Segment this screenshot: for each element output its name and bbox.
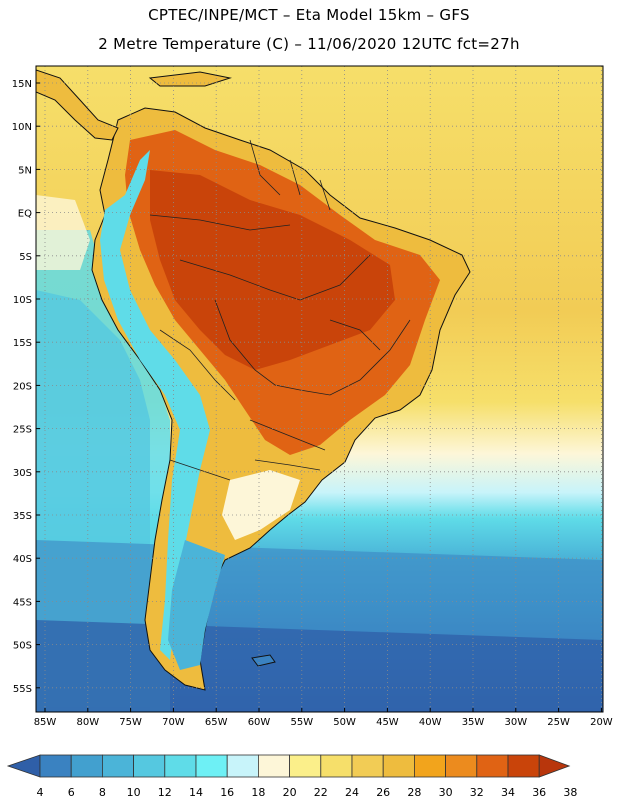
colorbar-label: 32 <box>470 786 484 799</box>
lat-label: 30S <box>13 468 32 479</box>
lon-label: 20W <box>590 717 613 728</box>
colorbar-swatch <box>164 754 197 778</box>
longitude-labels: 85W 80W 75W 70W 65W 60W 55W 50W 45W 40W 35W 30W 25W 2… <box>34 708 613 728</box>
colorbar-swatch <box>133 754 166 778</box>
lat-label: 10N <box>12 122 32 133</box>
central-america-landmass <box>36 69 119 141</box>
colorbar-swatch <box>476 754 509 778</box>
andes-cool-strip <box>100 150 210 660</box>
colorbar-label: 34 <box>501 786 515 799</box>
colorbar-label: 24 <box>345 786 359 799</box>
lon-label: 40W <box>419 717 442 728</box>
colorbar-swatch <box>320 754 353 778</box>
colorbar-label: 22 <box>314 786 328 799</box>
latitude-labels: 15N 10N 5N EQ 5S 10S 15S 20S 25S 30S 35S 40S 45S 50S 5… <box>12 79 40 695</box>
colorbar-label: 12 <box>158 786 172 799</box>
colorbar-swatch <box>39 754 72 778</box>
lat-label: 10S <box>13 295 32 306</box>
colorbar-label: 38 <box>563 786 577 799</box>
caribbean-islands <box>148 71 232 87</box>
colorbar-swatch <box>226 754 259 778</box>
lat-label: 15S <box>13 338 32 349</box>
lon-label: 65W <box>205 717 228 728</box>
country-borders <box>149 139 411 481</box>
lat-label: 20S <box>13 381 32 392</box>
colorbar-high-arrow <box>538 754 571 778</box>
colorbar-label: 4 <box>37 786 44 799</box>
colorbar-swatch <box>382 754 415 778</box>
map-frame <box>35 65 604 713</box>
colorbar-swatch <box>445 754 478 778</box>
colorbar: 4 6 8 10 12 14 16 18 20 22 24 26 28 30 32 34 36 38 <box>6 754 577 799</box>
colorbar-label: 8 <box>99 786 106 799</box>
lat-label: 50S <box>13 641 32 652</box>
lon-label: 30W <box>504 717 527 728</box>
lon-label: 50W <box>333 717 356 728</box>
lon-label: 55W <box>290 717 313 728</box>
map-field <box>36 66 603 712</box>
lat-label: 45S <box>13 597 32 608</box>
colorbar-label: 26 <box>376 786 390 799</box>
lon-label: 25W <box>547 717 570 728</box>
map-title-line1: CPTEC/INPE/MCT – Eta Model 15km – GFS <box>148 6 470 24</box>
colorbar-label: 18 <box>251 786 265 799</box>
lon-label: 85W <box>34 717 57 728</box>
colorbar-label: 16 <box>220 786 234 799</box>
colorbar-label: 6 <box>68 786 75 799</box>
colorbar-label: 28 <box>407 786 421 799</box>
lat-label: 5N <box>18 165 32 176</box>
colorbar-label: 30 <box>439 786 453 799</box>
lon-label: 45W <box>376 717 399 728</box>
lat-label: 40S <box>13 554 32 565</box>
lon-label: 80W <box>76 717 99 728</box>
colorbar-label: 36 <box>532 786 546 799</box>
colorbar-swatch <box>257 754 290 778</box>
colorbar-swatch <box>70 754 103 778</box>
lon-label: 75W <box>119 717 142 728</box>
colorbar-swatch <box>413 754 446 778</box>
lat-label: 55S <box>13 684 32 695</box>
lat-label: 35S <box>13 511 32 522</box>
colorbar-swatch <box>289 754 322 778</box>
lat-label: 5S <box>19 252 32 263</box>
lat-label: EQ <box>18 209 32 220</box>
lon-label: 60W <box>248 717 271 728</box>
amazon-core-region <box>150 170 395 370</box>
colorbar-swatch <box>351 754 384 778</box>
colorbar-swatch <box>102 754 135 778</box>
lat-label: 25S <box>13 425 32 436</box>
southern-cone-mild-region <box>222 470 300 540</box>
pacific-warm-patch <box>36 195 90 270</box>
patagonia-cool-region <box>168 540 225 670</box>
colorbar-low-arrow <box>6 754 41 778</box>
graticule <box>36 66 603 712</box>
colorbar-label: 14 <box>189 786 203 799</box>
map-title-line2: 2 Metre Temperature (C) – 11/06/2020 12U… <box>98 35 520 53</box>
colorbar-label: 10 <box>127 786 141 799</box>
colorbar-label: 20 <box>283 786 297 799</box>
falkland-islands <box>251 654 276 667</box>
lat-label: 15N <box>12 79 32 90</box>
lon-label: 70W <box>162 717 185 728</box>
lon-label: 35W <box>462 717 485 728</box>
colorbar-swatch <box>507 754 540 778</box>
colorbar-swatch <box>195 754 228 778</box>
